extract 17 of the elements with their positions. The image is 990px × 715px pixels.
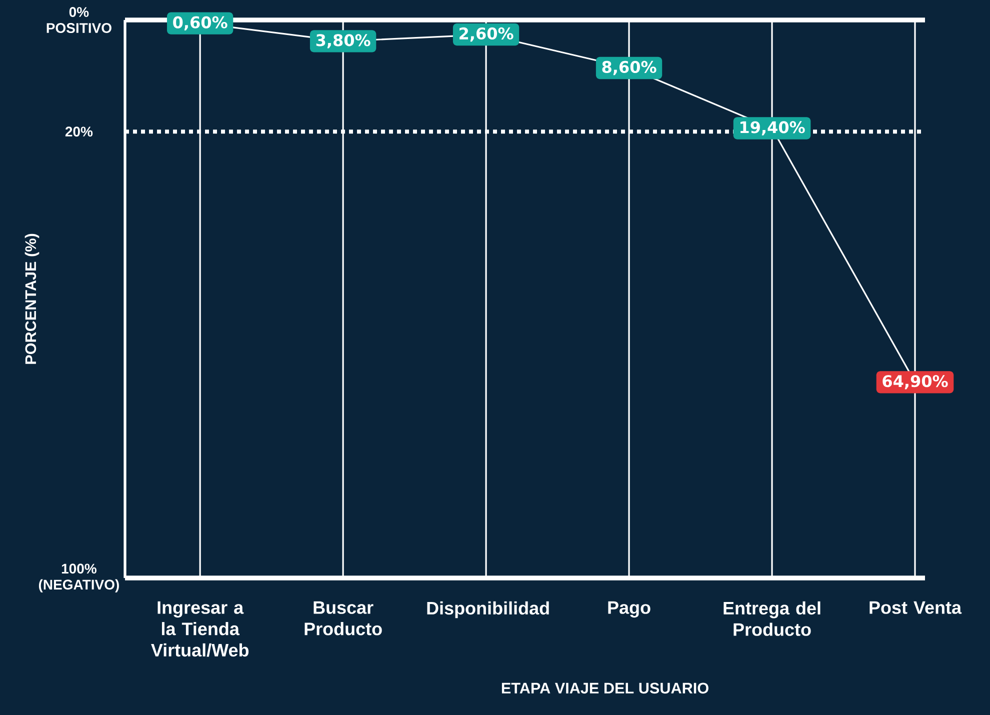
y-tick-label: 100% (NEGATIVO): [38, 564, 119, 592]
data-label: 3,80%: [316, 34, 370, 48]
x-axis-title: ETAPA VIAJE DEL USUARIO: [502, 682, 708, 694]
x-tick-label: Buscar Producto: [304, 601, 382, 636]
data-label: 64,90%: [882, 375, 948, 390]
data-label: 8,60%: [602, 60, 656, 76]
y-tick-label: 0% POSITIVO: [46, 7, 112, 33]
y-axis-title: PORCENTAJE (%): [24, 234, 40, 364]
data-label: 19,40%: [740, 121, 805, 136]
data-label: 2,60%: [460, 27, 514, 42]
y-tick-label: 20%: [65, 126, 93, 137]
x-tick-label: Entrega del Producto: [724, 601, 820, 636]
x-tick-label: Pago: [608, 601, 650, 618]
x-tick-label: Post Venta: [870, 601, 962, 614]
data-label: 0,60%: [173, 16, 228, 30]
x-tick-label: Ingresar a la Tienda Virtual/Web: [151, 601, 249, 657]
x-tick-label: Disponibilidad: [427, 601, 549, 618]
